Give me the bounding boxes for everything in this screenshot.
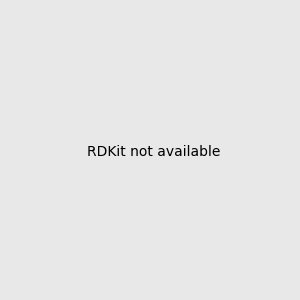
Text: RDKit not available: RDKit not available [87, 145, 220, 158]
